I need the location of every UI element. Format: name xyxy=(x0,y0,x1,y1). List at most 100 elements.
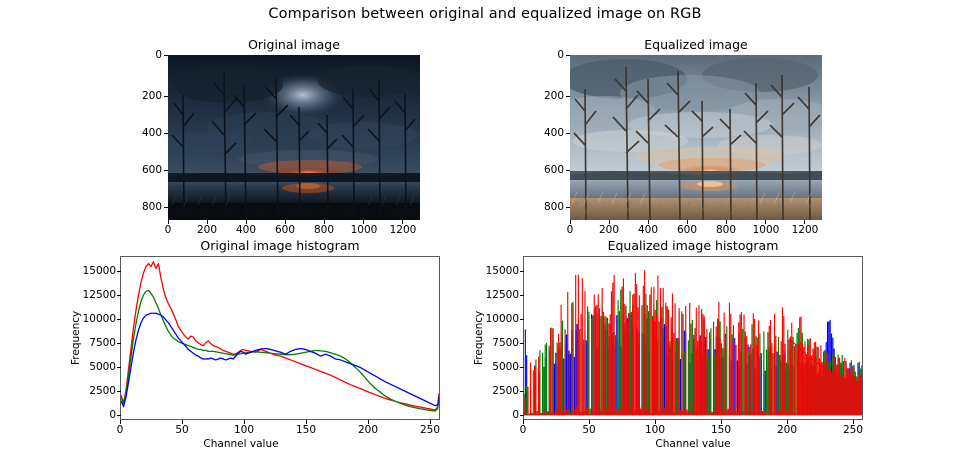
equalized-histogram-ytick-2500: 2500 xyxy=(492,385,519,397)
equalized-histogram-ytick-12500: 12500 xyxy=(485,289,519,301)
original-histogram-ytickmark xyxy=(117,343,121,344)
figure-suptitle: Comparison between original and equalize… xyxy=(268,6,702,22)
equalized-histogram-ytick-7500: 7500 xyxy=(492,337,519,349)
equalized-histogram-xtick-100: 100 xyxy=(644,424,666,436)
original-histogram-ytick-15000: 15000 xyxy=(82,265,116,277)
original-histogram-ytick-10000: 10000 xyxy=(82,313,116,325)
original-histogram-xtick-150: 150 xyxy=(295,424,317,436)
original-histogram-ytick-2500: 2500 xyxy=(89,385,116,397)
equalized-histogram-ytick-5000: 5000 xyxy=(492,361,519,373)
original-histogram-ytickmark xyxy=(117,319,121,320)
equalized-image-ytickmark xyxy=(566,96,570,97)
original-image-xtickmark xyxy=(246,220,247,224)
equalized-image-title: Equalized image xyxy=(644,37,748,52)
original-image-xtickmark xyxy=(324,220,325,224)
original-image-xtick-1000: 1000 xyxy=(350,224,378,236)
equalized-image-xtick-800: 800 xyxy=(715,224,737,236)
original-image-xtick-400: 400 xyxy=(235,224,257,236)
histogram-line-red xyxy=(121,261,439,411)
original-image-content xyxy=(168,55,420,220)
histogram-line-green xyxy=(121,289,439,412)
equalized-histogram-xtickmark xyxy=(589,420,590,424)
original-histogram-plot xyxy=(120,256,440,420)
equalized-histogram-ytickmark xyxy=(520,367,524,368)
equalized-image-xtickmark xyxy=(609,220,610,224)
original-histogram-ytickmark xyxy=(117,367,121,368)
equalized-image-xtickmark xyxy=(765,220,766,224)
equalized-image-xtick-400: 400 xyxy=(637,224,659,236)
original-histogram-ytickmark xyxy=(117,415,121,416)
original-histogram-ylabel: Frequency xyxy=(70,310,82,365)
equalized-histogram-ytickmark xyxy=(520,319,524,320)
original-histogram-xtickmark xyxy=(244,420,245,424)
equalized-histogram-ytickmark xyxy=(520,391,524,392)
original-image-xtickmark xyxy=(207,220,208,224)
equalized-image-xtickmark xyxy=(804,220,805,224)
original-image-xtick-800: 800 xyxy=(313,224,335,236)
original-histogram-ytickmark xyxy=(117,391,121,392)
original-image-ytick-200: 200 xyxy=(141,90,162,102)
original-image-ytick-400: 400 xyxy=(141,127,162,139)
original-image-ytickmark xyxy=(164,133,168,134)
original-image-xtick-1200: 1200 xyxy=(389,224,417,236)
original-histogram-xtickmark xyxy=(306,420,307,424)
original-image-xtickmark xyxy=(285,220,286,224)
equalized-image-xtick-200: 200 xyxy=(598,224,620,236)
original-histogram-xtickmark xyxy=(430,420,431,424)
equalized-image-ytick-200: 200 xyxy=(543,90,564,102)
original-histogram-xlabel: Channel value xyxy=(203,438,279,450)
original-image-xtickmark xyxy=(402,220,403,224)
equalized-image-xtick-600: 600 xyxy=(676,224,698,236)
equalized-histogram-ytick-15000: 15000 xyxy=(485,265,519,277)
equalized-image-ytickmark xyxy=(566,170,570,171)
original-histogram-xtick-100: 100 xyxy=(233,424,255,436)
equalized-image xyxy=(570,55,822,220)
histogram-spikes-red xyxy=(524,270,862,416)
equalized-histogram-xlabel: Channel value xyxy=(655,438,731,450)
equalized-image-ytickmark xyxy=(566,207,570,208)
original-image-ytickmark xyxy=(164,170,168,171)
original-image-ytick-0: 0 xyxy=(155,49,162,61)
equalized-image-ytickmark xyxy=(566,55,570,56)
original-image-ytick-600: 600 xyxy=(141,164,162,176)
equalized-histogram-ytick-10000: 10000 xyxy=(485,313,519,325)
equalized-histogram-title: Equalized image histogram xyxy=(607,238,779,253)
equalized-histogram-ytickmark xyxy=(520,343,524,344)
equalized-histogram-xtickmark xyxy=(655,420,656,424)
equalized-image-xtick-0: 0 xyxy=(566,224,574,236)
equalized-histogram-ytick-0: 0 xyxy=(512,409,519,421)
original-image-ytick-800: 800 xyxy=(141,201,162,213)
original-histogram-ytick-7500: 7500 xyxy=(89,337,116,349)
equalized-histogram-ytickmark xyxy=(520,271,524,272)
equalized-histogram-xtickmark xyxy=(853,420,854,424)
original-histogram-curves xyxy=(121,261,439,412)
equalized-histogram-ylabel: Frequency xyxy=(473,310,485,365)
equalized-image-ytick-400: 400 xyxy=(543,127,564,139)
original-histogram-ytickmark xyxy=(117,271,121,272)
original-histogram-xtick-0: 0 xyxy=(116,424,124,436)
original-histogram-xtick-50: 50 xyxy=(175,424,189,436)
equalized-histogram-xtick-150: 150 xyxy=(710,424,732,436)
equalized-histogram-ytickmark xyxy=(520,415,524,416)
equalized-histogram-plot xyxy=(523,256,863,420)
equalized-image-xtickmark xyxy=(726,220,727,224)
histogram-line-blue xyxy=(121,312,439,408)
equalized-histogram-xtickmark xyxy=(787,420,788,424)
equalized-histogram-ytickmark xyxy=(520,295,524,296)
equalized-image-xtickmark xyxy=(687,220,688,224)
equalized-histogram-xtick-0: 0 xyxy=(519,424,527,436)
equalized-histogram-xtick-250: 250 xyxy=(842,424,864,436)
original-histogram-ytick-5000: 5000 xyxy=(89,361,116,373)
equalized-image-xtickmark xyxy=(648,220,649,224)
original-histogram-xtick-200: 200 xyxy=(357,424,379,436)
original-histogram-title: Original image histogram xyxy=(200,238,360,253)
equalized-image-ytick-0: 0 xyxy=(557,49,564,61)
equalized-image-content xyxy=(570,55,822,220)
original-histogram-xtickmark xyxy=(368,420,369,424)
original-histogram-xtickmark xyxy=(182,420,183,424)
equalized-histogram-xtickmark xyxy=(721,420,722,424)
equalized-image-ytickmark xyxy=(566,133,570,134)
equalized-histogram-xtick-50: 50 xyxy=(582,424,596,436)
original-image-xtickmark xyxy=(168,220,169,224)
